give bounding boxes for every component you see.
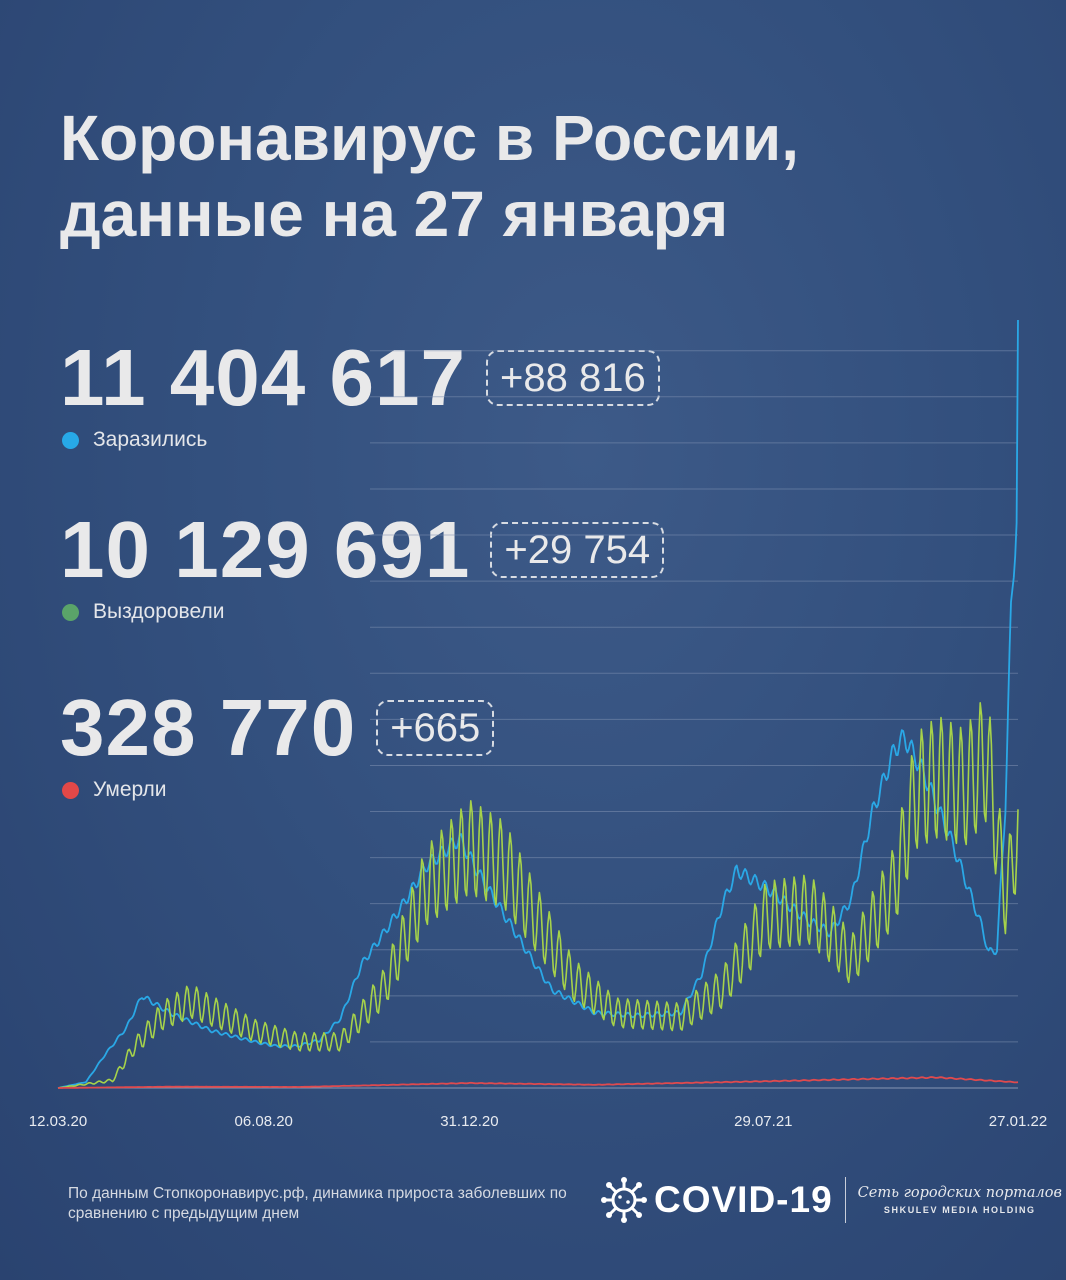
recovered-total: 10 129 691 — [60, 505, 471, 594]
page-title: Коронавирус в России, данные на 27 январ… — [60, 100, 1020, 252]
x-tick-label-2: 06.08.20 — [235, 1113, 293, 1130]
brand-portal-text: Сеть городских порталов — [857, 1185, 1062, 1201]
brand-holding-text: SHKULEV MEDIA HOLDING — [883, 1205, 1036, 1215]
title-line-2: данные на 27 января — [60, 178, 729, 250]
virus-icon — [601, 1177, 647, 1223]
stat-deaths: 328 770 +665 Умерли — [60, 683, 495, 802]
deaths-legend-dot — [62, 781, 79, 799]
brand-separator — [844, 1177, 846, 1223]
recovered-legend-dot — [62, 603, 79, 621]
brand-block: COVID-19 Сеть городских порталов SHKULEV… — [600, 1176, 1062, 1224]
series-line-1 — [57, 320, 1019, 1089]
x-tick-label-4: 29.07.21 — [734, 1113, 792, 1130]
x-tick-label-3: 31.12.20 — [440, 1113, 498, 1130]
deaths-delta-badge: +665 — [376, 700, 495, 756]
series-line-3 — [58, 1076, 1019, 1089]
series-line-2 — [57, 702, 1019, 1089]
x-tick-label-5: 27.01.22 — [989, 1113, 1047, 1130]
source-note: По данным Стопкоронавирус.рф, динамика п… — [68, 1185, 567, 1222]
infected-label: Заразились — [93, 428, 208, 451]
brand-covid-text: COVID-19 — [654, 1179, 833, 1220]
recovered-label: Выздоровели — [93, 600, 225, 623]
title-line-1: Коронавирус в России, — [60, 102, 800, 174]
x-tick-label-1: 12.03.20 — [29, 1113, 87, 1130]
deaths-total: 328 770 — [60, 683, 357, 772]
deaths-label: Умерли — [93, 778, 167, 801]
cases-line-chart: 12.03.20 06.08.20 31.12.20 29.07.21 27.01.22 — [29, 320, 1047, 1130]
infected-legend-dot — [62, 431, 79, 449]
stat-recovered: 10 129 691 +29 754 Выздоровели — [60, 505, 665, 624]
